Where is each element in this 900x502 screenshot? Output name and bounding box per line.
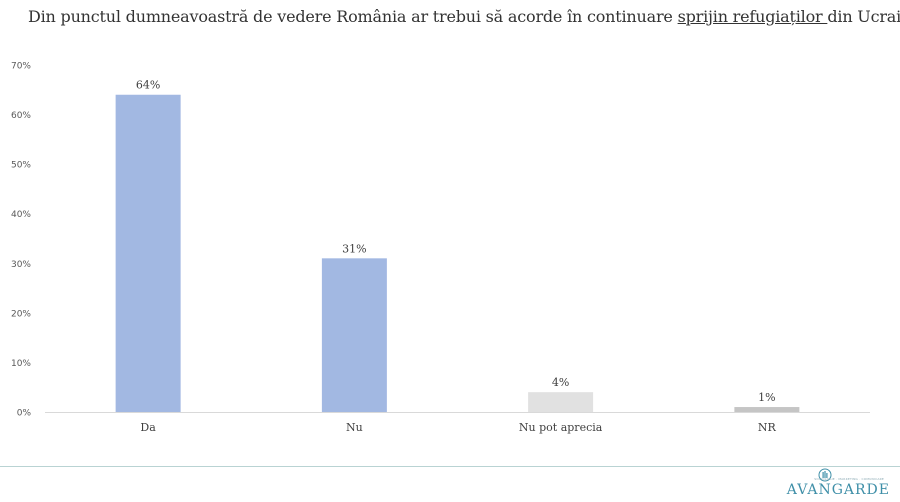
bar-chart: 0% 10% 20% 30% 40% 50% 60% 70% 64% Da 31% Nu 4% Nu po…	[11, 62, 870, 434]
bar	[321, 258, 387, 412]
category-label: Nu	[346, 421, 363, 434]
brand-tagline: SOCIOLOGIE · MARKETING · COMUNICARE	[814, 477, 884, 481]
brand-logo: SOCIOLOGIE · MARKETING · COMUNICARE AVAN…	[780, 468, 890, 500]
y-tick-label: 50%	[11, 161, 31, 171]
footer-divider	[0, 466, 900, 467]
category-label: Da	[140, 421, 156, 434]
y-tick-label: 0%	[17, 409, 32, 419]
category-label: NR	[758, 421, 777, 434]
chart-title-text: Din punctul dumneavoastră de vedere Româ…	[28, 7, 678, 26]
data-label: 64%	[136, 79, 160, 92]
y-tick-label: 40%	[11, 210, 31, 220]
data-label: 4%	[552, 376, 569, 389]
avangarde-logo-icon	[818, 468, 832, 482]
y-tick-label: 70%	[11, 62, 31, 72]
y-tick-label: 60%	[11, 111, 31, 121]
brand-name: AVANGARDE	[786, 482, 890, 498]
data-label: 1%	[758, 391, 775, 404]
bar	[734, 407, 800, 412]
y-tick-label: 30%	[11, 260, 31, 270]
data-label: 31%	[342, 242, 366, 255]
chart-title: Din punctul dumneavoastră de vedere Româ…	[28, 7, 900, 26]
chart-title-end: din Ucraina?	[827, 7, 900, 26]
bar	[115, 94, 181, 412]
y-tick-label: 10%	[11, 359, 31, 369]
y-tick-label: 20%	[11, 309, 31, 319]
category-label: Nu pot aprecia	[519, 421, 603, 434]
chart-title-highlight: sprijin refugiaților	[677, 7, 828, 26]
bar	[528, 392, 594, 412]
